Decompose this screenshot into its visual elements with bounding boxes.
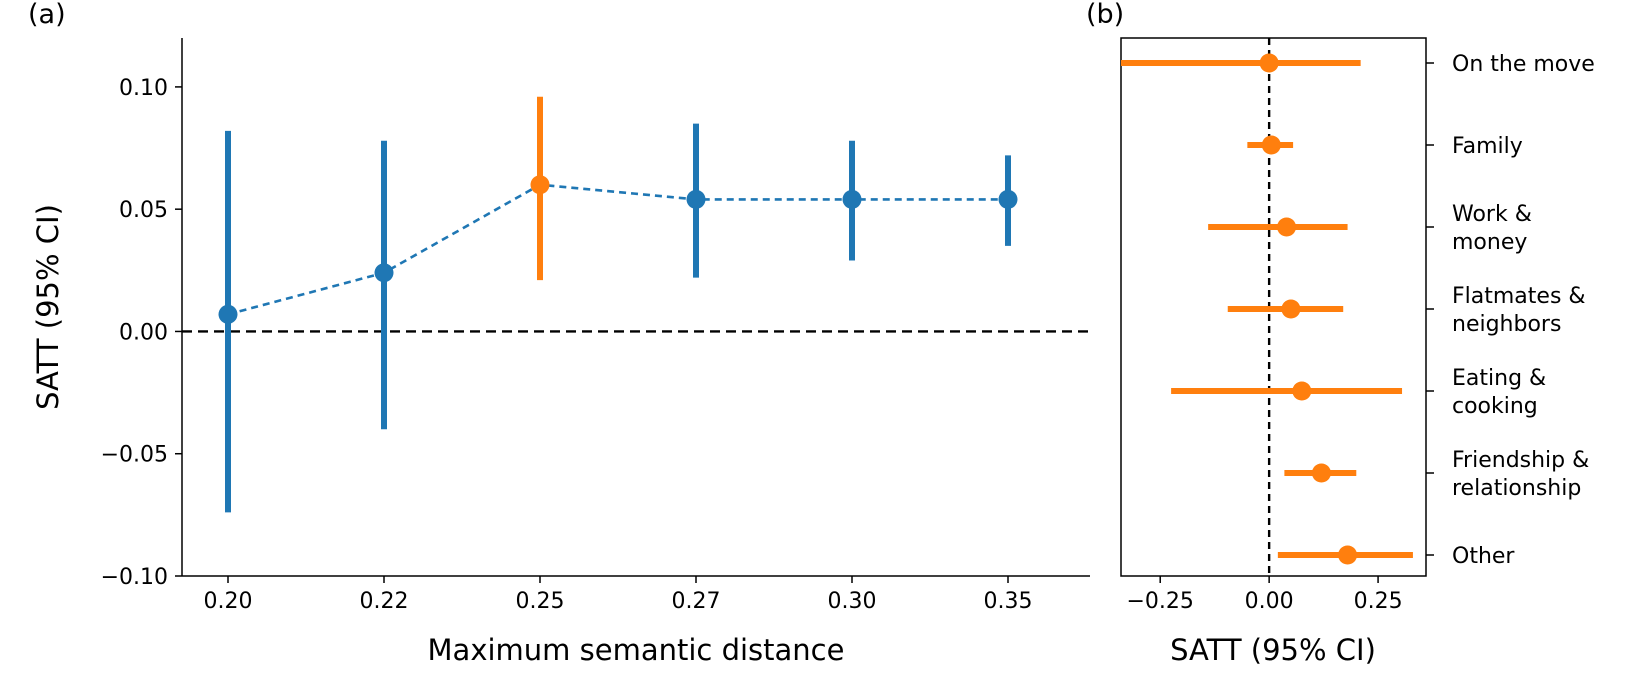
panel-b-rows: On the move Family Work & money Flatmates & n… bbox=[1121, 52, 1595, 569]
panel-a: (a) −0.10−0.050.000.050.10 0.20 0.22 0.25 0… bbox=[28, 0, 1090, 667]
panel-a-error-bars bbox=[225, 96, 1011, 513]
y-tick-label: −0.05 bbox=[101, 443, 168, 468]
panel-a-connector-line bbox=[227, 183, 1008, 316]
x-tick-label: 0.20 bbox=[204, 589, 253, 614]
category-label: neighbors bbox=[1452, 312, 1561, 337]
category-label: Flatmates & bbox=[1452, 284, 1586, 309]
category-label: money bbox=[1452, 230, 1527, 255]
y-tick-label: 0.00 bbox=[119, 320, 168, 345]
y-tick-label: 0.05 bbox=[119, 198, 168, 223]
x-tick-label: 0.22 bbox=[360, 589, 409, 614]
panel-b-x-label: SATT (95% CI) bbox=[1170, 633, 1376, 667]
category-label: Family bbox=[1452, 134, 1523, 159]
category-label: Eating & bbox=[1452, 366, 1546, 391]
data-point bbox=[842, 189, 862, 209]
category-label: relationship bbox=[1452, 476, 1581, 501]
panel-a-y-label: SATT (95% CI) bbox=[31, 204, 65, 410]
x-tick-label: 0.00 bbox=[1245, 589, 1294, 614]
y-tick-label: 0.10 bbox=[119, 76, 168, 101]
panel-b: (b) −0.25 0.00 0.25 On the move Family Work … bbox=[1086, 0, 1595, 667]
panel-a-points bbox=[218, 175, 1018, 324]
panel-a-x-ticks: 0.20 0.22 0.25 0.27 0.30 0.35 bbox=[204, 576, 1033, 614]
category-label: Other bbox=[1452, 544, 1515, 569]
estimate-point bbox=[1311, 463, 1331, 483]
data-point bbox=[218, 304, 238, 324]
data-point bbox=[686, 189, 706, 209]
data-point bbox=[374, 263, 394, 283]
category-label: Work & bbox=[1452, 202, 1532, 227]
panel-a-label: (a) bbox=[28, 0, 66, 30]
x-tick-label: 0.35 bbox=[984, 589, 1033, 614]
y-tick-label: −0.10 bbox=[101, 565, 168, 590]
estimate-point bbox=[1261, 135, 1281, 155]
panel-b-x-ticks: −0.25 0.00 0.25 bbox=[1127, 576, 1403, 614]
category-label: cooking bbox=[1452, 394, 1538, 419]
estimate-point bbox=[1338, 545, 1358, 565]
x-tick-label: 0.30 bbox=[828, 589, 877, 614]
x-tick-label: 0.25 bbox=[1354, 589, 1403, 614]
x-tick-label: 0.27 bbox=[672, 589, 721, 614]
panel-a-y-ticks: −0.10 −0.05 0.00 0.05 0.10 bbox=[101, 76, 182, 590]
estimate-point bbox=[1292, 381, 1312, 401]
data-point bbox=[998, 189, 1018, 209]
estimate-point bbox=[1277, 217, 1297, 237]
category-label: Friendship & bbox=[1452, 448, 1589, 473]
data-point bbox=[530, 175, 550, 195]
x-tick-label: −0.25 bbox=[1127, 589, 1194, 614]
panel-b-frame bbox=[1120, 37, 1427, 577]
panel-b-label: (b) bbox=[1086, 0, 1124, 30]
panel-a-x-label: Maximum semantic distance bbox=[428, 633, 845, 667]
category-label: On the move bbox=[1452, 52, 1595, 77]
estimate-point bbox=[1259, 53, 1279, 73]
estimate-point bbox=[1281, 299, 1301, 319]
x-tick-label: 0.25 bbox=[516, 589, 565, 614]
